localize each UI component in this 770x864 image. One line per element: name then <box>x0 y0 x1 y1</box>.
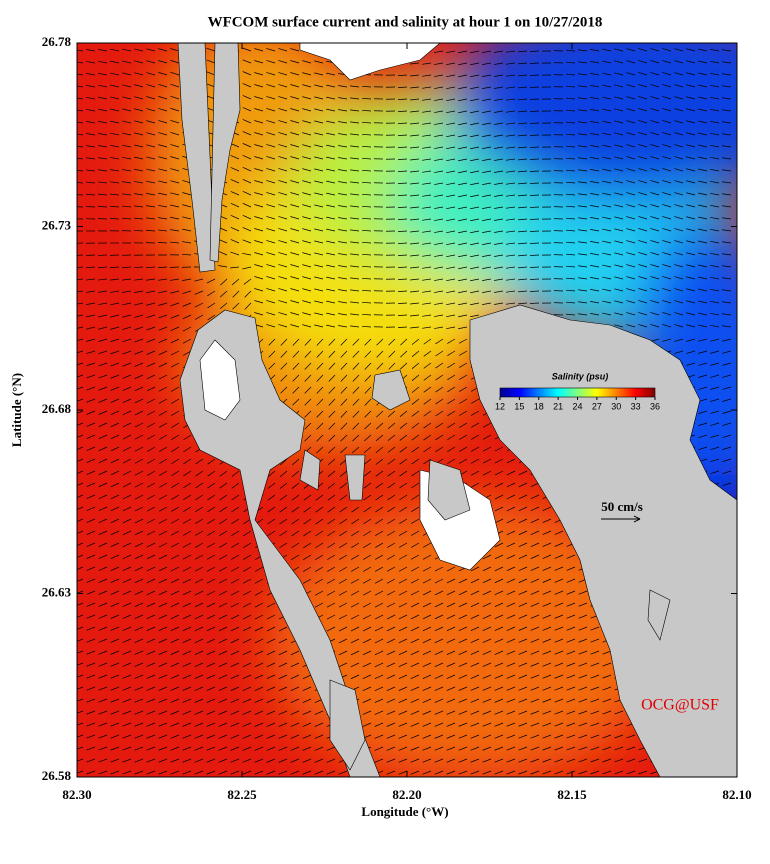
x-tick-label: 82.30 <box>62 787 91 802</box>
y-tick-label: 26.73 <box>42 217 72 232</box>
colorbar-tick-label: 18 <box>534 401 544 411</box>
scale-arrowhead <box>633 515 641 523</box>
x-tick-label: 82.20 <box>392 787 421 802</box>
y-tick-label: 26.68 <box>42 401 72 416</box>
colorbar-tick-label: 33 <box>631 401 641 411</box>
y-tick-label: 26.78 <box>42 34 72 49</box>
land <box>177 43 737 777</box>
colorbar-tick-label: 15 <box>514 401 524 411</box>
salinity-field <box>77 43 737 777</box>
colorbar-tick-label: 12 <box>495 401 505 411</box>
title: WFCOM surface current and salinity at ho… <box>208 14 603 30</box>
y-tick-label: 26.63 <box>42 584 72 599</box>
x-tick-label: 82.15 <box>557 787 587 802</box>
colorbar-tick-label: 27 <box>592 401 602 411</box>
credit: OCG@USF <box>641 697 719 714</box>
colorbar <box>499 387 656 398</box>
colorbar-tick-label: 30 <box>611 401 621 411</box>
scale-label: 50 cm/s <box>601 499 643 514</box>
colorbar-tick-label: 21 <box>553 401 563 411</box>
colorbar-tick-label: 36 <box>650 401 660 411</box>
colorbar-title: Salinity (psu) <box>552 371 609 381</box>
x-tick-label: 82.25 <box>227 787 257 802</box>
colorbar-tick-label: 24 <box>572 401 582 411</box>
y-axis-label: Latitude (°N) <box>9 373 24 447</box>
x-axis-label: Longitude (°W) <box>361 804 448 819</box>
y-tick-label: 26.58 <box>42 768 72 783</box>
x-tick-label: 82.10 <box>722 787 751 802</box>
